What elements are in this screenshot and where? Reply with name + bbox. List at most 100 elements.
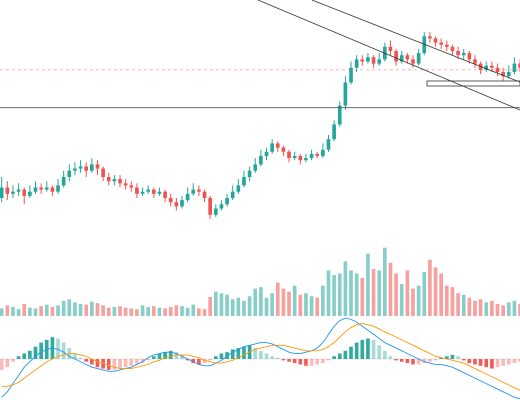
candle-body xyxy=(50,187,55,192)
candle-body xyxy=(371,57,376,64)
volume-bar xyxy=(315,297,320,316)
candle-body xyxy=(264,151,269,156)
volume-bar xyxy=(383,247,387,316)
macd-histogram-bar xyxy=(490,359,494,369)
macd-histogram-bar xyxy=(95,359,100,368)
candle-body xyxy=(197,189,201,192)
volume-bar xyxy=(377,270,382,316)
candle-body xyxy=(461,53,466,56)
candle-body xyxy=(129,185,134,188)
trend-line-upper xyxy=(257,0,520,111)
macd-histogram-bar xyxy=(253,348,258,359)
macd-histogram-bar xyxy=(399,359,404,362)
macd-histogram-bar xyxy=(129,359,134,366)
volume-bar xyxy=(146,306,151,316)
volume-bar xyxy=(450,287,455,316)
macd-histogram-bar xyxy=(292,359,297,364)
volume-bar xyxy=(281,288,286,316)
macd-histogram-bar xyxy=(0,359,4,370)
candle-body xyxy=(163,191,167,198)
macd-histogram-bar xyxy=(309,359,314,366)
candle-body xyxy=(78,166,83,169)
volume-bar xyxy=(444,285,449,316)
volume-bar xyxy=(287,291,291,316)
volume-bar xyxy=(354,273,359,316)
candle-body xyxy=(298,156,303,161)
candle-body xyxy=(157,191,162,194)
candle-body xyxy=(354,59,359,68)
volume-pane xyxy=(0,247,520,316)
macd-histogram-bar xyxy=(112,359,117,370)
macd-histogram-bar xyxy=(39,342,43,359)
candle-body xyxy=(473,59,477,64)
price-pane xyxy=(0,32,520,219)
candle-body xyxy=(123,183,128,186)
volume-bar xyxy=(332,274,336,316)
volume-bar xyxy=(309,296,314,316)
macd-histogram-bar xyxy=(123,359,128,368)
candle-body xyxy=(518,63,520,68)
candle-body xyxy=(242,177,246,186)
candle-body xyxy=(490,65,494,68)
macd-line xyxy=(1,317,520,400)
macd-histogram-bar xyxy=(405,359,410,364)
volume-bar xyxy=(473,300,477,316)
candle-body xyxy=(191,189,196,194)
volume-bar xyxy=(180,306,184,316)
macd-histogram-bar xyxy=(332,356,336,359)
volume-bar xyxy=(174,305,179,316)
candle-body xyxy=(259,156,263,165)
volume-bar xyxy=(490,300,494,316)
macd-histogram-bar xyxy=(484,359,489,368)
volume-bar xyxy=(157,307,162,316)
volume-bar xyxy=(242,300,246,316)
volume-bar xyxy=(405,270,410,316)
signal-line xyxy=(1,323,520,391)
macd-histogram-bar xyxy=(208,359,212,361)
macd-histogram-bar xyxy=(394,359,398,361)
macd-histogram-bar xyxy=(411,359,415,365)
macd-histogram-bar xyxy=(28,350,32,359)
candle-body xyxy=(236,185,241,192)
candle-body xyxy=(484,65,489,70)
volume-bar xyxy=(343,261,348,316)
volume-bar xyxy=(292,285,297,316)
candle-body xyxy=(44,187,49,190)
macd-histogram-bar xyxy=(101,359,105,369)
candle-body xyxy=(39,187,43,190)
macd-histogram-bar xyxy=(304,359,308,366)
macd-histogram-bar xyxy=(230,349,235,359)
macd-histogram-bar xyxy=(433,359,438,361)
macd-histogram-bar xyxy=(180,354,184,359)
candle-body xyxy=(106,177,111,182)
volume-bar xyxy=(5,305,10,316)
candle-body xyxy=(411,59,415,64)
volume-bar xyxy=(433,267,438,316)
macd-histogram-bar xyxy=(118,359,122,369)
candle-body xyxy=(388,46,393,51)
macd-histogram-bar xyxy=(321,359,325,364)
volume-bar xyxy=(208,297,212,316)
volume-bar xyxy=(197,308,201,316)
macd-pane xyxy=(0,317,520,400)
candle-body xyxy=(512,63,517,72)
candle-body xyxy=(28,191,32,196)
macd-histogram-bar xyxy=(146,359,151,361)
macd-histogram-bar xyxy=(506,359,511,365)
volume-bar xyxy=(506,302,511,316)
candle-body xyxy=(495,67,500,72)
macd-histogram-bar xyxy=(360,339,365,359)
volume-bar xyxy=(151,306,156,316)
candle-body xyxy=(399,55,404,62)
volume-bar xyxy=(478,299,483,316)
macd-histogram-bar xyxy=(473,359,477,365)
candle-body xyxy=(90,164,94,171)
candle-body xyxy=(247,170,252,177)
macd-histogram-bar xyxy=(56,338,60,359)
volume-bar xyxy=(366,253,370,316)
macd-histogram-bar xyxy=(388,356,393,359)
candle-body xyxy=(185,193,190,201)
volume-bar xyxy=(236,297,241,316)
